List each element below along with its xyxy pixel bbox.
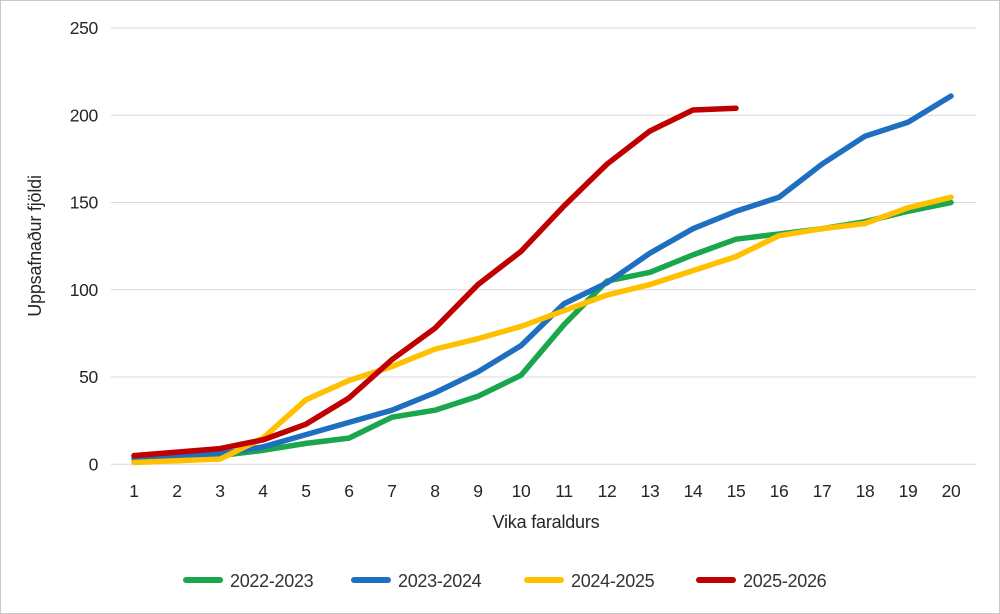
x-tick-label-20: 20 [942, 481, 961, 501]
x-tick-label-15: 15 [727, 481, 746, 501]
x-tick-label-10: 10 [512, 481, 531, 501]
y-tick-label-250: 250 [70, 18, 99, 38]
x-tick-label-19: 19 [899, 481, 918, 501]
x-axis-tick-labels: 1 2 3 4 5 6 7 8 9 10 11 12 13 14 15 16 17 18 19 20 [129, 481, 961, 501]
x-tick-label-5: 5 [301, 481, 310, 501]
x-tick-label-1: 1 [129, 481, 138, 501]
legend-label-2024-2025: 2024-2025 [571, 571, 655, 591]
y-axis-tick-labels: 0 50 100 150 200 250 [70, 18, 99, 474]
y-axis-title: Uppsafnaður fjöldi [25, 175, 45, 317]
y-tick-label-0: 0 [89, 454, 99, 474]
legend-swatch-2023-2024 [351, 577, 391, 583]
legend-item-2023-2024: 2023-2024 [351, 571, 482, 591]
x-tick-label-18: 18 [856, 481, 875, 501]
legend-swatch-2022-2023 [183, 577, 223, 583]
x-tick-label-3: 3 [215, 481, 224, 501]
x-axis-title: Vika faraldurs [493, 512, 600, 532]
legend-item-2022-2023: 2022-2023 [183, 571, 314, 591]
legend-label-2023-2024: 2023-2024 [398, 571, 482, 591]
series-line-2025-2026 [131, 105, 739, 459]
legend-label-2025-2026: 2025-2026 [743, 571, 827, 591]
legend-item-2024-2025: 2024-2025 [524, 571, 655, 591]
chart-legend: 2022-2023 2023-2024 2024-2025 2025-2026 [183, 571, 827, 591]
series-line-2022-2023 [131, 199, 954, 462]
y-tick-label-150: 150 [70, 193, 99, 213]
x-tick-label-9: 9 [473, 481, 482, 501]
legend-label-2022-2023: 2022-2023 [230, 571, 314, 591]
legend-item-2025-2026: 2025-2026 [696, 571, 827, 591]
series-line-2024-2025 [131, 194, 954, 466]
x-tick-label-16: 16 [770, 481, 789, 501]
x-tick-label-8: 8 [430, 481, 439, 501]
y-tick-label-200: 200 [70, 105, 99, 125]
series-line-2023-2024 [131, 93, 954, 461]
legend-swatch-2024-2025 [524, 577, 564, 583]
x-tick-label-14: 14 [684, 481, 703, 501]
x-tick-label-12: 12 [598, 481, 617, 501]
data-series-lines [131, 93, 954, 466]
x-tick-label-7: 7 [387, 481, 396, 501]
y-tick-label-50: 50 [79, 367, 98, 387]
x-tick-label-17: 17 [813, 481, 832, 501]
gridlines [111, 27, 976, 465]
x-tick-label-2: 2 [172, 481, 181, 501]
x-tick-label-4: 4 [258, 481, 268, 501]
y-tick-label-100: 100 [70, 280, 99, 300]
x-tick-label-13: 13 [641, 481, 660, 501]
x-tick-label-11: 11 [555, 481, 573, 501]
x-tick-label-6: 6 [344, 481, 353, 501]
legend-swatch-2025-2026 [696, 577, 736, 583]
